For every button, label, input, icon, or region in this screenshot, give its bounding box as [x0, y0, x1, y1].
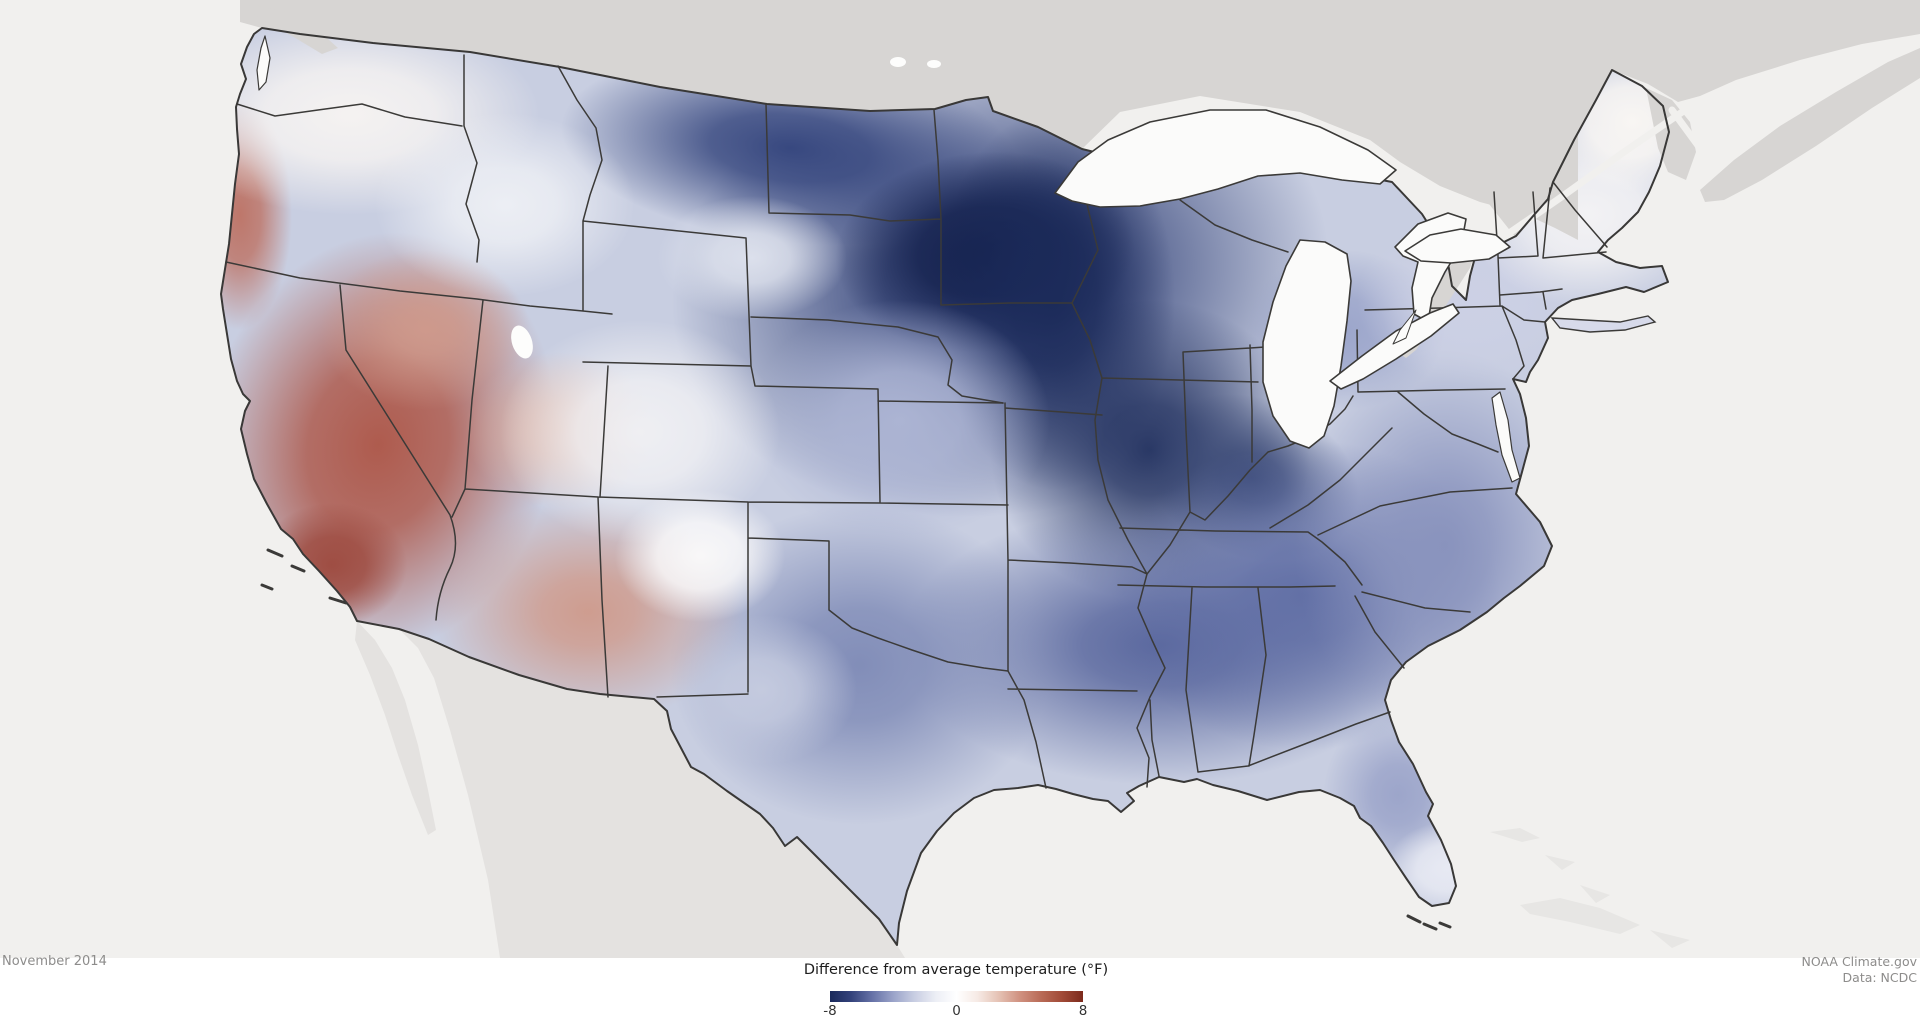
state-borders-west — [225, 54, 1009, 698]
canada-quebec — [1470, 0, 1620, 238]
legend-title: Difference from average temperature (°F) — [803, 962, 1109, 978]
chesapeake-bay — [1491, 391, 1521, 483]
anomaly-blob — [657, 196, 847, 320]
bay-of-fundy — [1668, 106, 1720, 174]
island-cuba — [1520, 898, 1640, 934]
canada-landmass — [240, 0, 1920, 358]
lake-ontario — [1404, 228, 1511, 264]
mexico-mainland — [399, 629, 905, 958]
credit-dataset: Data: NCDC — [1842, 969, 1917, 985]
channel-islands — [260, 548, 348, 605]
legend-tick-min: -8 — [823, 1003, 837, 1019]
island — [1406, 914, 1422, 924]
anomaly-blob — [500, 320, 780, 544]
canada-lake — [890, 57, 906, 67]
canada-west — [240, 0, 1082, 149]
island — [1545, 855, 1575, 870]
anomaly-blob — [750, 300, 1050, 540]
long-island — [1550, 315, 1657, 333]
island — [290, 564, 306, 573]
credit-source: NOAA Climate.gov — [1801, 954, 1917, 969]
canada-top-right — [1600, 0, 1920, 102]
data-credit: NOAA Climate.gov Data: NCDC — [1802, 954, 1917, 985]
baja-california — [355, 621, 436, 835]
island — [1422, 922, 1438, 931]
anomaly-blob — [615, 490, 785, 622]
canada-lake — [927, 60, 941, 68]
puget-sound — [256, 35, 271, 91]
anomaly-blob — [667, 615, 857, 765]
us-climate-anomaly-map — [0, 0, 1920, 958]
state-borders-east — [1117, 181, 1608, 773]
legend-tick-zero: 0 — [952, 1003, 961, 1019]
state-borders-central — [750, 103, 1259, 789]
saginaw-bay — [1392, 309, 1417, 345]
legend-tick-max: 8 — [1078, 1003, 1088, 1019]
great-salt-lake — [511, 325, 533, 359]
ontario-peninsula — [1400, 243, 1478, 358]
great-lakes — [256, 35, 1521, 483]
island — [260, 583, 274, 591]
bahamas-cuba-islands — [1490, 828, 1690, 948]
island — [1580, 885, 1610, 903]
island — [1438, 921, 1452, 929]
lake-superior — [1054, 109, 1397, 208]
island — [328, 596, 348, 605]
date-label: November 2014 — [2, 954, 107, 969]
florida-keys — [1406, 914, 1452, 931]
mexico-landmass — [355, 621, 905, 958]
canada-lakes-north — [1082, 0, 1578, 240]
state-borders — [225, 54, 1608, 789]
island — [266, 548, 284, 558]
anomaly-blob — [375, 113, 635, 297]
lake-michigan — [1262, 239, 1352, 449]
island — [1650, 930, 1690, 948]
legend-ticks: -8 0 8 — [823, 1003, 1087, 1023]
vancouver-island — [248, 4, 338, 54]
island — [1490, 828, 1540, 842]
lake-erie — [1329, 303, 1460, 390]
legend: Difference from average temperature (°F)… — [706, 962, 1206, 1019]
nova-scotia — [1700, 48, 1920, 202]
new-brunswick — [1646, 88, 1696, 180]
legend-colorbar — [830, 991, 1083, 1002]
us-national-outline — [220, 27, 1670, 946]
